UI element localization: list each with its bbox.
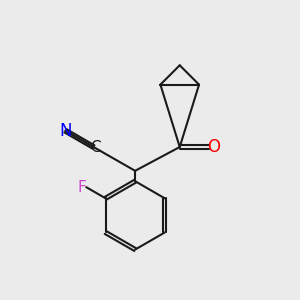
Text: F: F xyxy=(77,180,86,195)
Text: C: C xyxy=(90,140,100,154)
Text: O: O xyxy=(207,138,220,156)
Text: N: N xyxy=(59,122,71,140)
